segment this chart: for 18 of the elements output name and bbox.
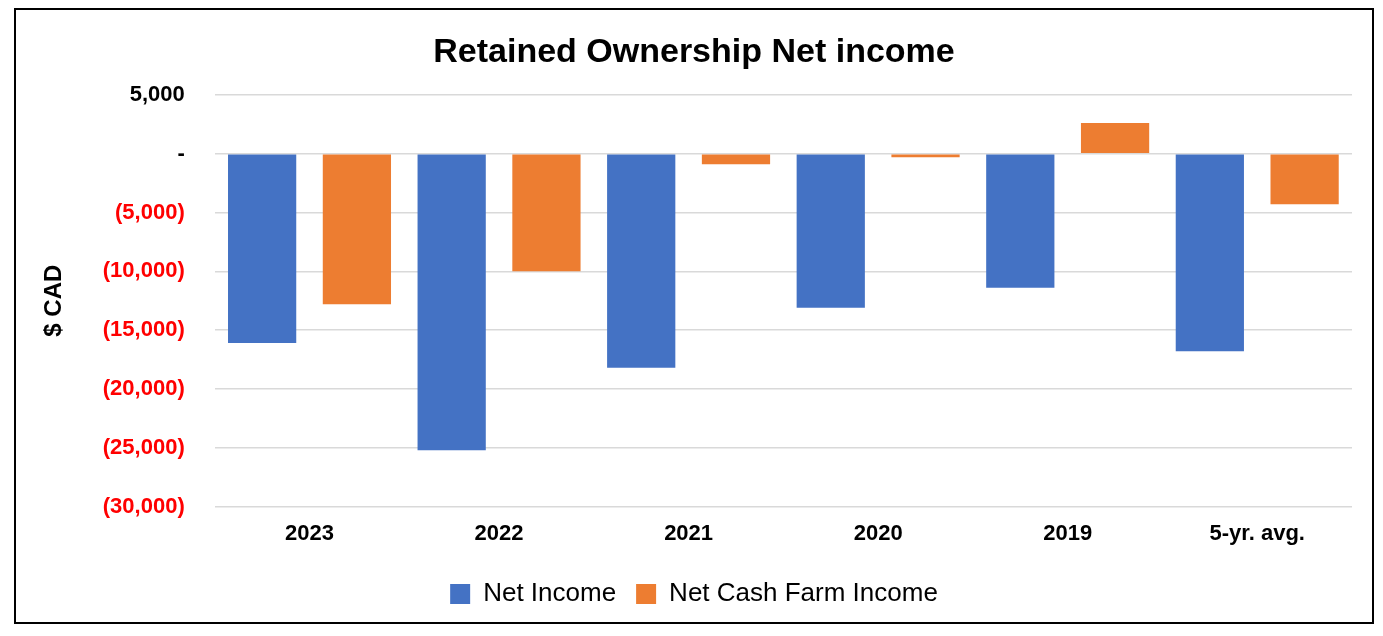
y-tick-label: - (177, 139, 185, 165)
y-axis-title: $ CAD (39, 264, 67, 337)
y-tick-label: (10,000) (102, 257, 185, 283)
x-tick-label: 5-yr. avg. (1209, 519, 1305, 545)
legend-label: Net Cash Farm Income (669, 577, 938, 608)
y-tick-label: (30,000) (102, 492, 185, 518)
y-tick-label: (25,000) (102, 433, 185, 459)
x-tick-label: 2023 (285, 519, 334, 545)
x-tick-label: 2020 (853, 519, 903, 545)
y-tick-label: 5,000 (129, 80, 185, 106)
x-tick-label: 2022 (474, 519, 524, 545)
x-tick-label: 2019 (1043, 519, 1093, 545)
legend-label: Net Income (483, 577, 617, 608)
y-tick-label: (5,000) (115, 198, 185, 224)
chart-title: Retained Ownership Net income (433, 30, 955, 69)
y-tick-label: (20,000) (102, 375, 185, 401)
y-tick-label: (15,000) (102, 316, 185, 342)
x-tick-label: 2021 (664, 519, 714, 545)
